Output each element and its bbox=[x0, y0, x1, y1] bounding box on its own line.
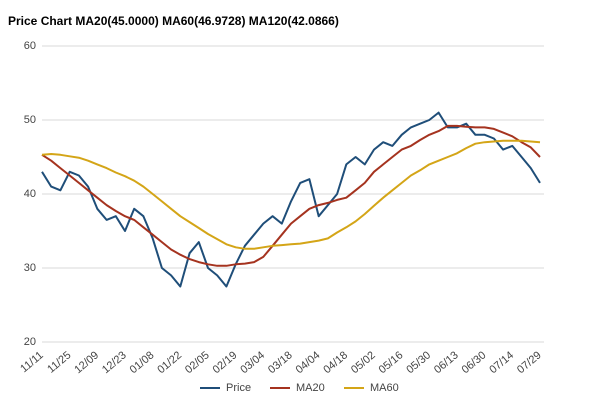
legend-label: MA60 bbox=[370, 382, 399, 394]
x-tick-label: 06/30 bbox=[460, 349, 489, 376]
x-tick-label: 11/25 bbox=[45, 349, 73, 375]
x-tick-label: 05/30 bbox=[404, 349, 433, 376]
x-tick-label: 05/02 bbox=[349, 349, 378, 376]
legend-label: MA20 bbox=[296, 382, 325, 394]
y-tick-label: 20 bbox=[24, 336, 36, 348]
x-tick-label: 05/16 bbox=[377, 349, 406, 376]
x-tick-label: 07/14 bbox=[487, 349, 516, 376]
x-tick-label: 01/22 bbox=[155, 349, 184, 376]
series-line bbox=[41, 124, 541, 267]
y-tick-label: 40 bbox=[24, 188, 36, 200]
x-tick-label: 06/13 bbox=[432, 349, 461, 376]
x-tick-label: 12/23 bbox=[100, 349, 129, 376]
x-tick-label: 03/18 bbox=[266, 349, 295, 376]
legend-label: Price bbox=[226, 382, 251, 394]
x-tick-label: 04/18 bbox=[321, 349, 350, 376]
x-tick-label: 07/29 bbox=[515, 349, 544, 376]
y-tick-label: 30 bbox=[24, 262, 36, 274]
x-tick-label: 12/09 bbox=[72, 349, 101, 376]
y-tick-label: 60 bbox=[24, 40, 36, 52]
x-tick-label: 01/08 bbox=[128, 349, 157, 376]
series-line bbox=[41, 139, 541, 250]
x-tick-label: 03/04 bbox=[238, 349, 267, 376]
x-tick-label: 11/11 bbox=[18, 349, 46, 375]
series-line bbox=[41, 111, 541, 288]
y-tick-label: 50 bbox=[24, 114, 36, 126]
x-tick-label: 02/05 bbox=[183, 349, 212, 376]
chart-title: Price Chart MA20(45.0000) MA60(46.9728) … bbox=[8, 14, 339, 28]
x-tick-label: 04/04 bbox=[294, 349, 323, 376]
x-tick-label: 02/19 bbox=[211, 349, 240, 376]
